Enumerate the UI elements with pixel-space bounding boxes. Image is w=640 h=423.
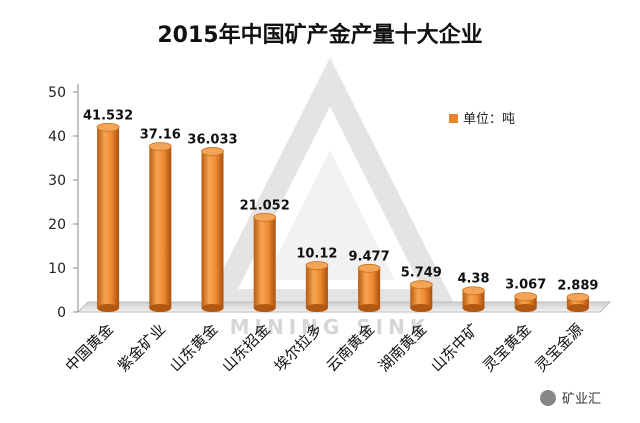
y-tick-label: 20: [48, 217, 66, 233]
y-tick-label: 30: [48, 173, 66, 189]
value-label: 37.16: [140, 127, 181, 142]
bar: [462, 286, 485, 312]
value-label: 10.12: [296, 246, 337, 261]
bar: [357, 263, 381, 312]
bar: [409, 280, 433, 312]
bar-base: [253, 304, 276, 312]
bar-base: [305, 304, 328, 312]
watermark-triangle: [202, 57, 458, 311]
value-label: 3.067: [505, 278, 546, 293]
bar-base: [566, 304, 589, 312]
bars-group: [96, 122, 590, 312]
value-label: 21.052: [240, 198, 290, 213]
bar-body: [358, 268, 381, 308]
bar: [514, 292, 538, 312]
x-tick-label: 紫金矿业: [114, 320, 169, 375]
bar-body: [149, 146, 172, 308]
bar-body: [514, 296, 537, 308]
y-tick-label: 10: [48, 261, 66, 277]
legend-swatch: [449, 114, 458, 123]
bar-cap: [148, 142, 172, 151]
watermark-text: MINING SINK: [230, 315, 431, 339]
y-tick-label: 50: [48, 85, 66, 101]
value-label: 5.749: [401, 266, 442, 281]
x-tick-label: 灵宝黄金: [479, 320, 534, 375]
y-axis: 0 10 20 30 40 50: [48, 84, 79, 321]
watermark-logo: MINING SINK: [202, 57, 458, 339]
bar-cap: [305, 261, 329, 270]
bar-body: [462, 290, 485, 308]
value-label: 9.477: [349, 249, 390, 264]
y-tick-label: 0: [57, 305, 66, 321]
bar-body: [97, 127, 120, 308]
bar-base: [201, 304, 224, 312]
x-tick-label: 山东黄金: [166, 320, 221, 375]
x-tick-label: 灵宝金源: [532, 320, 587, 375]
bar-body: [566, 297, 589, 308]
bar-cap: [201, 147, 224, 156]
wechat-icon: [540, 390, 556, 406]
bar-body: [305, 265, 328, 308]
bar: [253, 212, 277, 312]
bar: [566, 292, 590, 312]
bar-cap: [253, 212, 277, 222]
bar-base: [514, 304, 537, 312]
value-label: 41.532: [83, 108, 133, 123]
x-tick-label: 山东中矿: [427, 320, 482, 375]
bar-base: [358, 304, 381, 312]
bar-cap: [566, 292, 590, 302]
bar: [201, 147, 224, 312]
bar-cap: [514, 292, 538, 301]
bar-base: [149, 304, 172, 312]
watermark-inner-triangle: [265, 150, 395, 280]
y-tick-label: 40: [48, 129, 66, 145]
bar-base: [410, 304, 433, 312]
legend-label: 单位：吨: [463, 112, 515, 127]
brand-badge: 矿业汇: [540, 390, 601, 407]
value-label: 2.889: [557, 278, 598, 293]
bar: [148, 142, 172, 312]
bar-body: [201, 151, 224, 308]
bar: [96, 122, 120, 312]
bar-cap: [96, 122, 120, 132]
bar-body: [253, 217, 276, 308]
value-label: 36.033: [187, 132, 237, 147]
bar-body: [410, 284, 433, 308]
legend: 单位：吨: [449, 112, 515, 127]
bar-base: [462, 304, 485, 312]
brand-label: 矿业汇: [562, 392, 601, 407]
value-labels: 41.532 37.16 36.033 21.052 10.12 9.477 5.749 4.…: [83, 108, 598, 293]
bar-cap: [357, 263, 381, 273]
bar-cap: [409, 280, 433, 290]
bar-cap: [462, 286, 485, 296]
chart-title: 2015年中国矿产金产量十大企业: [157, 22, 482, 48]
x-tick-label: 中国黄金: [62, 320, 117, 375]
bar-base: [97, 304, 120, 312]
bar: [305, 261, 329, 312]
value-label: 4.38: [457, 272, 489, 287]
